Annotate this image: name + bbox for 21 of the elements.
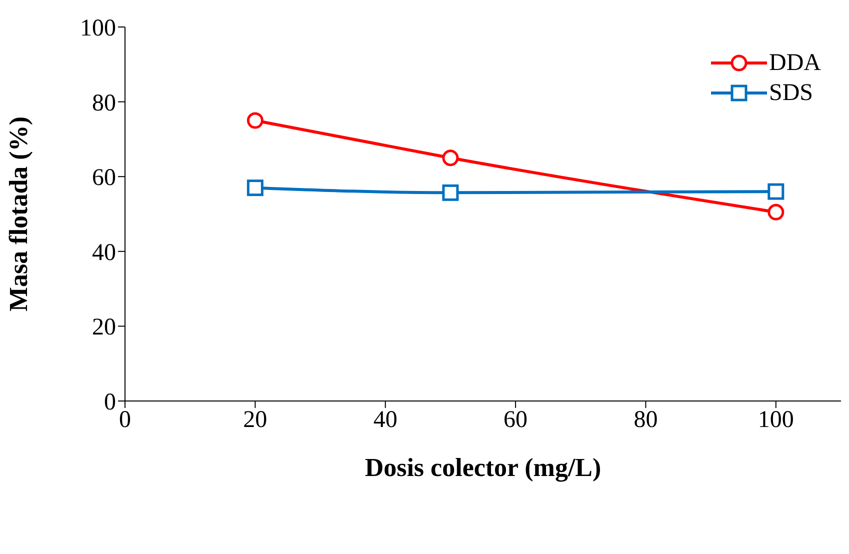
x-axis-title: Dosis colector (mg/L) (364, 453, 602, 482)
x-tick-label: 100 (758, 407, 794, 434)
y-tick-label: 0 (104, 390, 116, 416)
y-axis-title: Masa flotada (%) (4, 116, 34, 312)
point (246, 112, 264, 129)
y-tick-label: 40 (92, 240, 116, 266)
legend-label: DDA (769, 50, 821, 76)
y-tick-label: 80 (92, 90, 116, 116)
point (768, 204, 784, 220)
y-tick-label: 20 (92, 314, 116, 341)
x-tick-label: 20 (243, 407, 268, 434)
point (442, 184, 459, 201)
x-tick-label: 40 (373, 407, 398, 434)
y-tick-label: 60 (92, 165, 116, 192)
point (768, 183, 784, 200)
point (442, 150, 459, 166)
x-tick-label: 80 (634, 407, 658, 434)
x-tick-label: 60 (504, 407, 528, 434)
point (246, 180, 264, 196)
legend-label: SDS (769, 80, 814, 106)
y-tick-label: 100 (80, 16, 116, 42)
